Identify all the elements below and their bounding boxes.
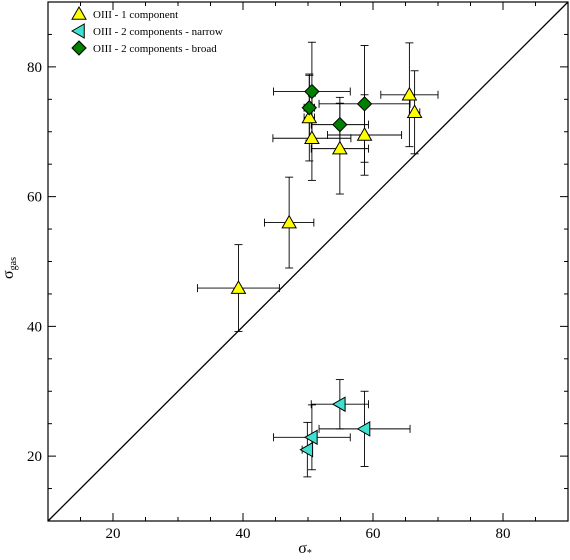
legend-marker	[70, 23, 85, 39]
y-tick-label: 40	[27, 319, 42, 335]
y-axis: 20 40 60 80	[27, 33, 568, 490]
y-tick-label: 20	[27, 449, 42, 465]
data-point	[356, 126, 373, 141]
legend-marker	[71, 5, 87, 20]
data-point	[332, 116, 348, 133]
data-point	[281, 214, 298, 229]
y-tick-label: 80	[27, 60, 42, 76]
y-axis-label: σgas	[0, 257, 19, 279]
x-tick-label: 40	[236, 526, 251, 542]
data-point	[304, 83, 320, 100]
x-tick-label: 60	[366, 526, 381, 542]
data-point	[356, 96, 373, 112]
data-point	[304, 130, 320, 144]
x-tick-label: 80	[496, 526, 511, 542]
x-axis-label: σ*	[298, 540, 312, 559]
x-tick-label: 20	[106, 526, 121, 542]
data-point	[331, 140, 348, 155]
data-point	[301, 109, 318, 124]
reference-line	[47, 1, 569, 522]
legend-label: OIII - 2 components - broad	[93, 43, 217, 55]
legend-label: OIII - 2 components - narrow	[93, 26, 223, 38]
legend: OIII - 1 component OIII - 2 components - …	[70, 5, 223, 56]
legend-marker	[71, 40, 87, 56]
data-point	[299, 441, 314, 458]
one-to-one-line	[47, 1, 569, 522]
legend-label: OIII - 1 component	[93, 9, 178, 21]
data-point	[303, 429, 318, 446]
data-point	[301, 100, 318, 116]
data-point	[356, 421, 371, 437]
data-point	[230, 280, 247, 294]
error-bars	[197, 41, 439, 478]
data-point	[401, 86, 418, 101]
y-tick-label: 60	[27, 190, 42, 206]
data-point	[331, 396, 346, 413]
data-point	[406, 104, 423, 119]
x-axis: 20 40 60 80	[80, 2, 536, 542]
data-markers	[230, 83, 423, 458]
